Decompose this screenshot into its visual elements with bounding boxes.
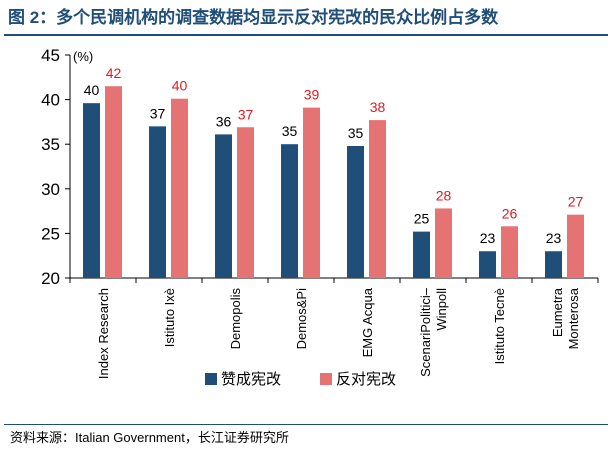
bar-favor	[479, 251, 496, 278]
category-label-line: Monterosa	[566, 287, 581, 349]
figure-title: 图 2：多个民调机构的调查数据均显示反对宪改的民众比例占多数	[8, 8, 499, 27]
data-label-favor: 35	[282, 123, 298, 139]
data-label-against: 26	[502, 205, 518, 221]
category-label: ScenariPolitici– Winpoll	[418, 287, 449, 377]
category-label-line: EMG Acqua	[360, 287, 375, 357]
category-label-line: Winpoll	[434, 288, 449, 331]
bar-chart: 20 25 30 35 40 45 (%) 40 42 37 40 36 37 35 39 35 38 25 28…	[41, 46, 599, 388]
bar-favor	[545, 251, 562, 278]
category-label: Index Research	[96, 288, 111, 379]
y-tick-label: 30	[41, 180, 60, 199]
bars	[83, 86, 584, 279]
data-label-favor: 23	[546, 230, 562, 246]
category-label: Istituto Ixè	[162, 288, 177, 347]
bar-against	[501, 226, 518, 278]
category-label: Demopolis	[228, 288, 243, 350]
category-label-line: Demopolis	[228, 288, 243, 350]
category-label: Istituto Tecnè	[492, 288, 507, 364]
category-label: Demos&Pi	[294, 288, 309, 350]
category-label: Eumetra Monterosa	[550, 287, 581, 349]
y-tick-label: 45	[41, 46, 60, 65]
bar-favor	[347, 145, 364, 278]
title-divider	[4, 34, 608, 36]
data-label-against: 37	[238, 106, 254, 122]
bar-against	[237, 127, 254, 278]
legend-label-favor: 赞成宪改	[221, 371, 281, 388]
y-tick-label: 20	[41, 269, 60, 288]
data-label-favor: 35	[348, 125, 364, 141]
data-label-favor: 40	[84, 82, 100, 98]
legend-label-against: 反对宪改	[336, 371, 396, 388]
data-labels: 40 42 37 40 36 37 35 39 35 38 25 28 23 26 23 27	[84, 65, 584, 246]
data-label-against: 27	[568, 194, 584, 210]
data-label-against: 40	[172, 78, 188, 94]
data-label-favor: 23	[480, 230, 496, 246]
bar-favor	[215, 134, 232, 278]
category-label-line: Eumetra	[550, 287, 565, 337]
footer-divider	[4, 424, 608, 425]
data-label-against: 38	[370, 99, 386, 115]
y-tick-label: 25	[41, 224, 60, 243]
data-label-favor: 25	[414, 211, 430, 227]
source-note: 资料来源：Italian Government，长江证券研究所	[10, 430, 289, 445]
y-tick-label: 40	[41, 91, 60, 110]
y-axis-unit: (%)	[73, 49, 93, 64]
bar-favor	[413, 231, 430, 278]
category-label: EMG Acqua	[360, 287, 375, 357]
category-label-line: Index Research	[96, 288, 111, 379]
bar-against	[435, 208, 452, 278]
data-label-favor: 36	[216, 113, 232, 129]
bar-against	[303, 107, 320, 279]
bar-against	[171, 98, 188, 278]
data-label-favor: 37	[150, 105, 166, 121]
y-tick-label: 35	[41, 135, 60, 154]
category-labels: Index Research Istituto Ixè Demopolis Demos…	[96, 287, 581, 379]
category-label-line: Istituto Tecnè	[492, 288, 507, 364]
category-label-line: Demos&Pi	[294, 288, 309, 350]
bar-favor	[83, 103, 100, 278]
bar-against	[369, 120, 386, 278]
data-label-against: 39	[304, 87, 320, 103]
data-label-against: 28	[436, 187, 452, 203]
legend-swatch-favor	[205, 373, 217, 385]
bar-against	[105, 86, 122, 278]
data-label-against: 42	[106, 65, 122, 81]
bar-favor	[149, 126, 166, 278]
legend-swatch-against	[320, 373, 332, 385]
legend: 赞成宪改 反对宪改	[205, 371, 396, 388]
bar-favor	[281, 144, 298, 278]
axes: 20 25 30 35 40 45 (%)	[41, 46, 599, 288]
category-label-line: Istituto Ixè	[162, 288, 177, 347]
category-label-line: ScenariPolitici–	[418, 287, 433, 377]
bar-against	[567, 214, 584, 278]
